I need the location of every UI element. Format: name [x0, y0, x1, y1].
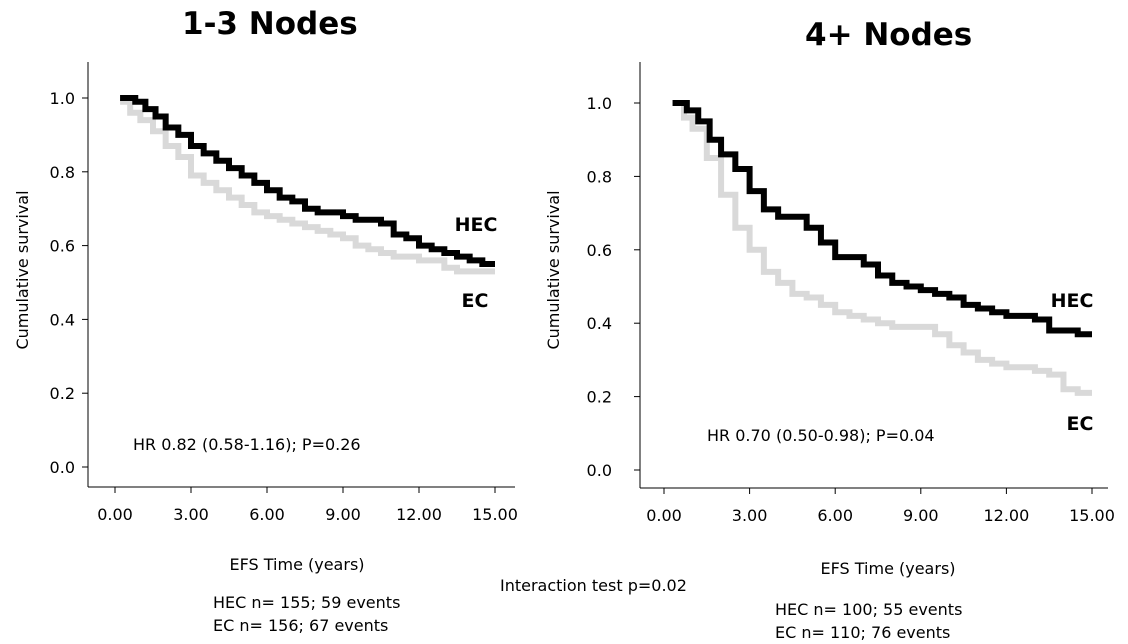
panel1-x-tick-label: 0.00 — [97, 505, 133, 524]
panel1-y-tick-label: 0.8 — [50, 163, 75, 182]
panel2-y-axis-label: Cumulative survival — [544, 190, 563, 349]
counts-panel-2: HEC n= 100; 55 events EC n= 110; 76 even… — [775, 598, 962, 644]
panel-title-2: 4+ Nodes — [805, 17, 973, 53]
panel2-x-tick-label: 3.00 — [732, 506, 768, 525]
panel2-series-label-ec: EC — [1067, 413, 1094, 435]
hec-count-2: HEC n= 100; 55 events — [775, 600, 963, 619]
panel1-series-label-ec: EC — [462, 290, 489, 312]
interaction-test-note: Interaction test p=0.02 — [500, 576, 687, 595]
panel2-y-tick-label: 0.6 — [587, 241, 612, 260]
panel2-x-axis-label: EFS Time (years) — [820, 559, 955, 578]
panel2-y-tick-label: 0.2 — [587, 388, 612, 407]
panel1-x-tick-label: 12.00 — [396, 505, 442, 524]
panel2-series-ec-line — [672, 100, 1092, 396]
annotation-hr-2: HR 0.70 (0.50-0.98); P=0.04 — [707, 426, 935, 445]
panel1-x-tick-label: 6.00 — [249, 505, 285, 524]
panel1-x-tick-label: 15.00 — [472, 505, 518, 524]
panel1-x-tick-label: 3.00 — [173, 505, 209, 524]
panel2-y-tick-label: 1.0 — [587, 94, 612, 113]
panel1-y-tick-label: 0.2 — [50, 384, 75, 403]
panel2-x-tick-label: 15.00 — [1069, 506, 1115, 525]
panel1-y-tick-label: 1.0 — [50, 89, 75, 108]
panel1-y-tick-label: 0.0 — [50, 458, 75, 477]
ec-count-2: EC n= 110; 76 events — [775, 623, 951, 642]
panel1-series-ec-line — [120, 98, 495, 275]
panel2-series-label-hec: HEC — [1051, 290, 1094, 312]
panel1-x-tick-label: 9.00 — [325, 505, 361, 524]
panel2-series-hec-line — [672, 100, 1092, 338]
panel1-series-hec-line — [120, 95, 495, 268]
panel2-y-tick-label: 0.4 — [587, 314, 612, 333]
panel2-x-tick-label: 12.00 — [983, 506, 1029, 525]
panel1-y-axis-label: Cumulative survival — [13, 190, 32, 349]
panel2-x-tick-label: 6.00 — [817, 506, 853, 525]
hec-count-1: HEC n= 155; 59 events — [213, 593, 401, 612]
ec-count-1: EC n= 156; 67 events — [213, 616, 389, 635]
panel2-x-tick-label: 9.00 — [903, 506, 939, 525]
counts-panel-1: HEC n= 155; 59 events EC n= 156; 67 even… — [213, 591, 400, 637]
panel1-y-tick-label: 0.6 — [50, 237, 75, 256]
panel2-y-tick-label: 0.0 — [587, 461, 612, 480]
panel2-x-tick-label: 0.00 — [646, 506, 682, 525]
panel1-series-label-hec: HEC — [455, 214, 498, 236]
annotation-hr-1: HR 0.82 (0.58-1.16); P=0.26 — [133, 435, 361, 454]
panel-title-1: 1-3 Nodes — [182, 6, 358, 42]
panel1-y-tick-label: 0.4 — [50, 310, 75, 329]
panel1-x-axis-label: EFS Time (years) — [229, 555, 364, 574]
panel2-y-tick-label: 0.8 — [587, 167, 612, 186]
